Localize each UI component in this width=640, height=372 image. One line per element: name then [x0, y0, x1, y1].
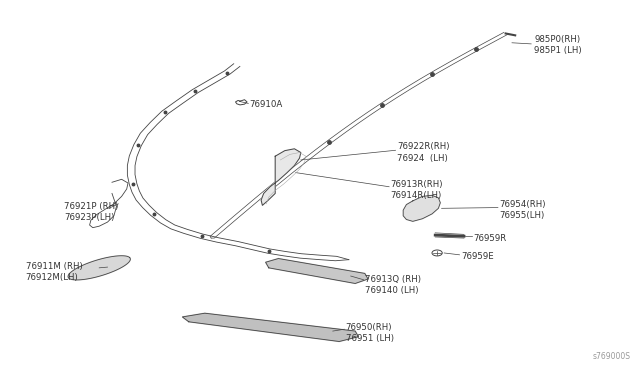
Text: 76950(RH)
76951 (LH): 76950(RH) 76951 (LH): [346, 323, 394, 343]
Text: 76913R(RH)
76914R(LH): 76913R(RH) 76914R(LH): [390, 180, 443, 200]
Text: 76910A: 76910A: [250, 100, 283, 109]
Text: 76954(RH)
76955(LH): 76954(RH) 76955(LH): [499, 200, 546, 220]
Text: 985P0(RH)
985P1 (LH): 985P0(RH) 985P1 (LH): [534, 35, 582, 55]
Text: 76921P (RH)
76923P(LH): 76921P (RH) 76923P(LH): [64, 202, 118, 222]
Polygon shape: [68, 256, 131, 280]
Polygon shape: [266, 259, 368, 283]
Text: 76913Q (RH)
769140 (LH): 76913Q (RH) 769140 (LH): [365, 275, 421, 295]
Polygon shape: [403, 195, 440, 221]
Polygon shape: [261, 149, 301, 205]
Text: 76922R(RH)
76924  (LH): 76922R(RH) 76924 (LH): [397, 142, 449, 163]
Text: 76959E: 76959E: [461, 252, 493, 261]
Text: 76959R: 76959R: [474, 234, 507, 243]
Text: 76911M (RH)
76912M(LH): 76911M (RH) 76912M(LH): [26, 262, 83, 282]
Polygon shape: [182, 313, 358, 341]
Text: s769000S: s769000S: [593, 352, 630, 361]
